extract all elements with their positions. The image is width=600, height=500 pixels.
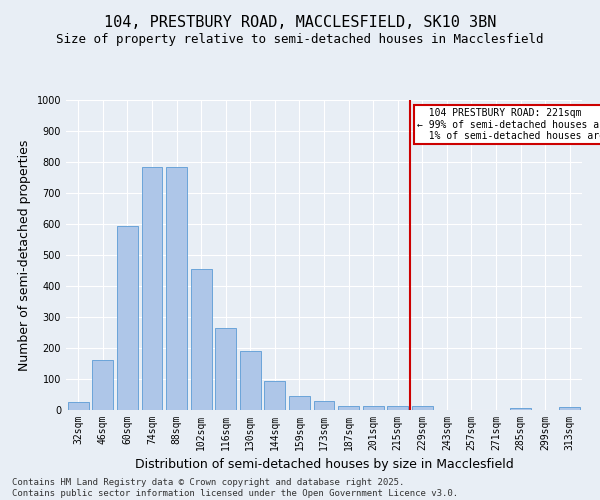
Bar	[314, 402, 334, 410]
Bar	[265, 380, 286, 410]
Text: Size of property relative to semi-detached houses in Macclesfield: Size of property relative to semi-detach…	[56, 32, 544, 46]
Bar	[215, 328, 236, 410]
Y-axis label: Number of semi-detached properties: Number of semi-detached properties	[18, 140, 31, 370]
Text: 104 PRESTBURY ROAD: 221sqm  
← 99% of semi-detached houses are smaller (2,646)
 : 104 PRESTBURY ROAD: 221sqm ← 99% of semi…	[418, 108, 600, 141]
Bar	[191, 269, 212, 410]
Bar	[559, 407, 580, 410]
Bar	[142, 166, 163, 410]
Bar	[240, 351, 261, 410]
Bar	[68, 402, 89, 410]
X-axis label: Distribution of semi-detached houses by size in Macclesfield: Distribution of semi-detached houses by …	[134, 458, 514, 471]
Bar	[117, 226, 138, 410]
Bar	[510, 408, 531, 410]
Bar	[166, 166, 187, 410]
Bar	[92, 360, 113, 410]
Bar	[412, 406, 433, 410]
Bar	[338, 406, 359, 410]
Bar	[387, 406, 408, 410]
Bar	[362, 406, 383, 410]
Bar	[289, 396, 310, 410]
Text: Contains HM Land Registry data © Crown copyright and database right 2025.
Contai: Contains HM Land Registry data © Crown c…	[12, 478, 458, 498]
Text: 104, PRESTBURY ROAD, MACCLESFIELD, SK10 3BN: 104, PRESTBURY ROAD, MACCLESFIELD, SK10 …	[104, 15, 496, 30]
